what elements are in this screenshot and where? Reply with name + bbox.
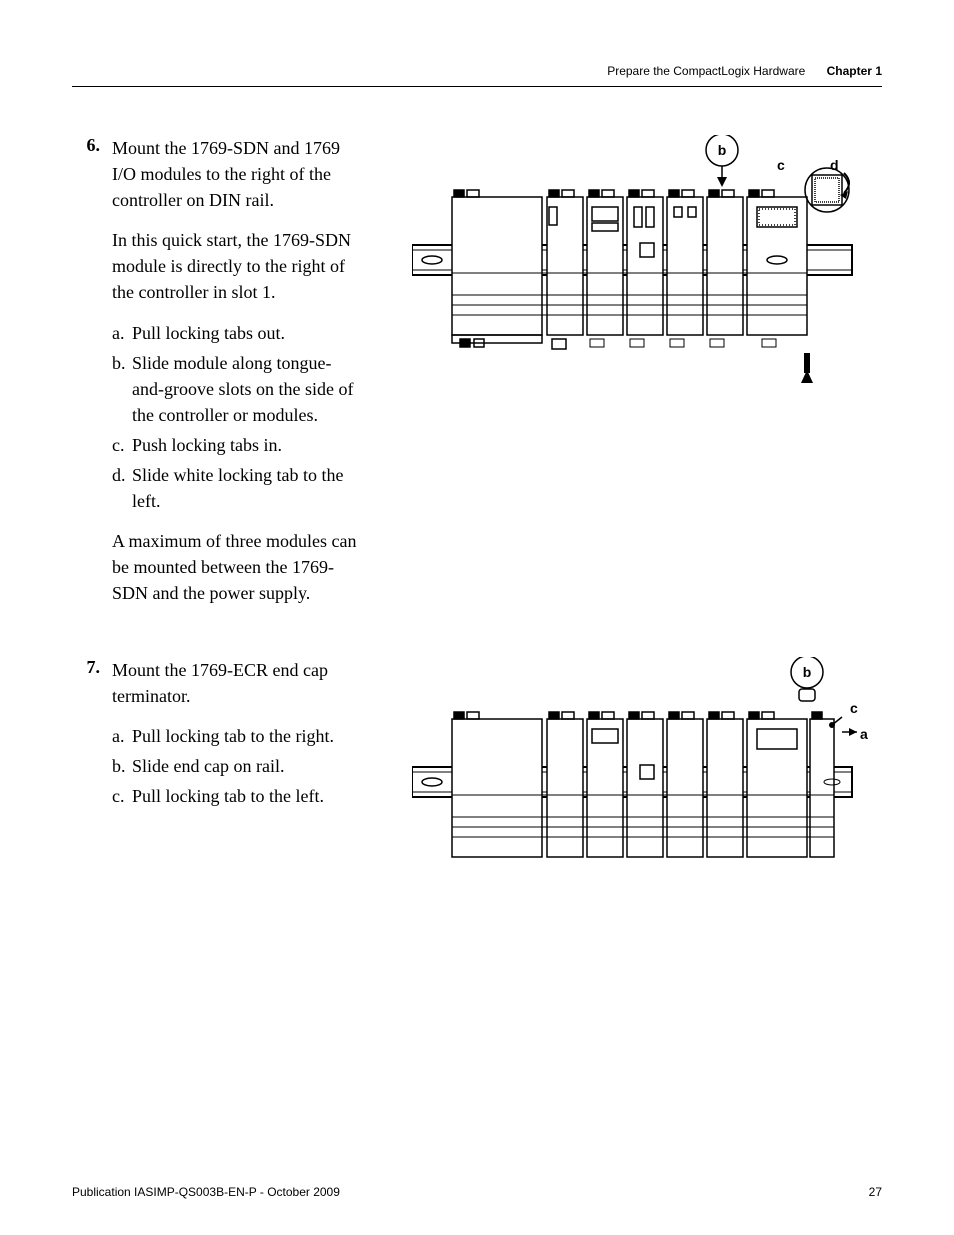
step-6-substeps: a.Pull locking tabs out. b.Slide module … — [112, 320, 362, 515]
step-7-text: Mount the 1769-ECR end cap terminator. a… — [112, 657, 362, 813]
sub7a-text: Pull locking tab to the right. — [132, 723, 334, 749]
sub7a-letter: a. — [112, 723, 132, 749]
step-7-substeps: a.Pull locking tab to the right. b.Slide… — [112, 723, 362, 809]
sub7b-letter: b. — [112, 753, 132, 779]
step-6-row: 6. Mount the 1769-SDN and 1769 I/O modul… — [72, 135, 882, 621]
sub-a-letter: a. — [112, 320, 132, 346]
sub-c-text: Push locking tabs in. — [132, 432, 282, 458]
sub-a-text: Pull locking tabs out. — [132, 320, 285, 346]
page-number: 27 — [869, 1185, 882, 1199]
step-6-para-1: Mount the 1769-SDN and 1769 I/O modules … — [112, 135, 362, 213]
sub-b-text: Slide module along tongue-and-groove slo… — [132, 350, 362, 428]
callout7-c: c — [850, 700, 858, 716]
sub-b-letter: b. — [112, 350, 132, 428]
sub7c-letter: c. — [112, 783, 132, 809]
sub-d-letter: d. — [112, 462, 132, 514]
sub-c-letter: c. — [112, 432, 132, 458]
callout-c: c — [777, 157, 785, 173]
step-7-figure: b c a — [362, 657, 882, 897]
sub-d-text: Slide white locking tab to the left. — [132, 462, 362, 514]
step-6-number: 6. — [72, 135, 112, 156]
step-7-row: 7. Mount the 1769-ECR end cap terminator… — [72, 657, 882, 897]
step-6-para-2: In this quick start, the 1769-SDN module… — [112, 227, 362, 305]
sub7c-text: Pull locking tab to the left. — [132, 783, 324, 809]
step-7-number: 7. — [72, 657, 112, 678]
step-6-text: Mount the 1769-SDN and 1769 I/O modules … — [112, 135, 362, 621]
step-6-para-3: A maximum of three modules can be mounte… — [112, 528, 362, 606]
callout7-b: b — [803, 664, 812, 680]
step-7-para-1: Mount the 1769-ECR end cap terminator. — [112, 657, 362, 709]
sub7b-text: Slide end cap on rail. — [132, 753, 284, 779]
callout-b: b — [718, 142, 727, 158]
page-footer: Publication IASIMP-QS003B-EN-P - October… — [72, 1185, 882, 1199]
publication-id: Publication IASIMP-QS003B-EN-P - October… — [72, 1185, 340, 1199]
step-6-figure: b c d — [362, 135, 882, 395]
page-header: Prepare the CompactLogix Hardware Chapte… — [72, 64, 882, 87]
chapter-label: Chapter 1 — [827, 64, 882, 78]
section-title: Prepare the CompactLogix Hardware — [607, 64, 805, 78]
callout7-a: a — [860, 726, 868, 742]
